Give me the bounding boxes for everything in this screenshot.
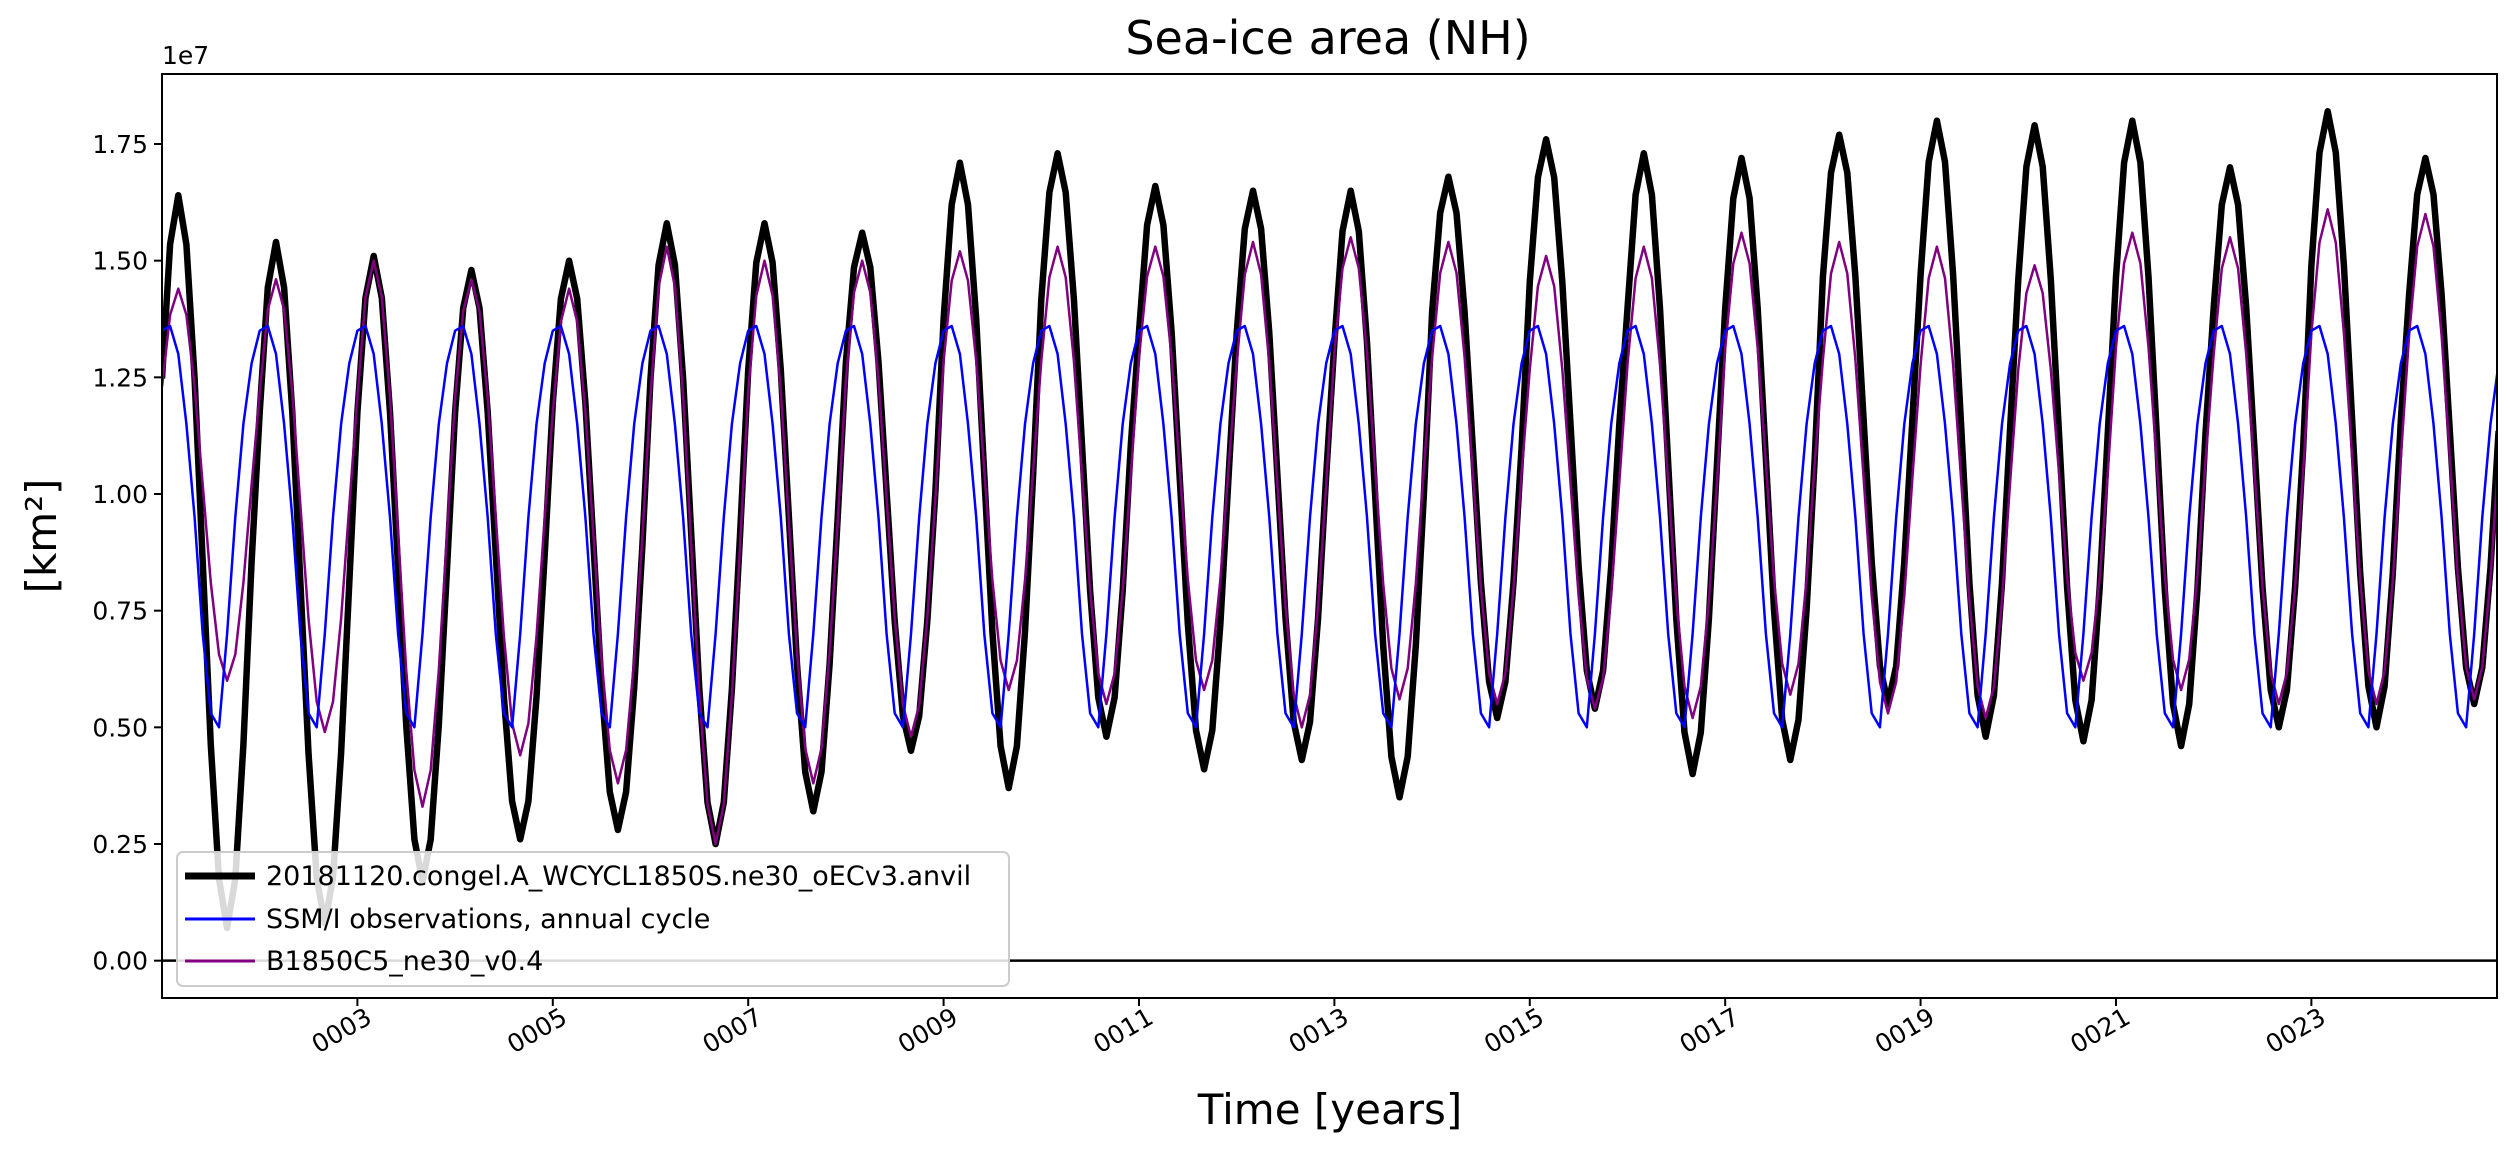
y-axis-label: [km²]	[17, 479, 66, 594]
y-tick-label: 0.50	[92, 713, 148, 742]
y-tick-label: 1.50	[92, 247, 148, 276]
y-offset-label: 1e7	[162, 41, 209, 70]
y-tick-label: 1.25	[92, 363, 148, 392]
legend-label-series-3: B1850C5_ne30_v0.4	[266, 946, 543, 977]
y-tick-label: 0.25	[92, 830, 148, 859]
y-tick-label: 1.75	[92, 130, 148, 159]
y-axis: 0.00 0.25 0.50 0.75 1.00 1.25 1.50 1.75	[92, 130, 162, 976]
y-tick-label: 0.00	[92, 947, 148, 976]
x-axis-label: Time [years]	[1197, 1085, 1463, 1134]
legend-box	[176, 851, 1010, 987]
y-tick-label: 0.75	[92, 597, 148, 626]
legend: 20181120.congel.A_WCYCL1850S.ne30_oECv3.…	[176, 851, 1010, 987]
legend-label-series-2: SSM/I observations, annual cycle	[266, 904, 710, 935]
chart-title: Sea-ice area (NH)	[1125, 11, 1530, 65]
y-tick-label: 1.00	[92, 480, 148, 509]
legend-label-series-1: 20181120.congel.A_WCYCL1850S.ne30_oECv3.…	[266, 861, 971, 892]
series-line-b1850c5	[162, 208, 2497, 846]
axes-frame	[161, 73, 2498, 999]
series-line-ssmi	[162, 324, 2497, 729]
